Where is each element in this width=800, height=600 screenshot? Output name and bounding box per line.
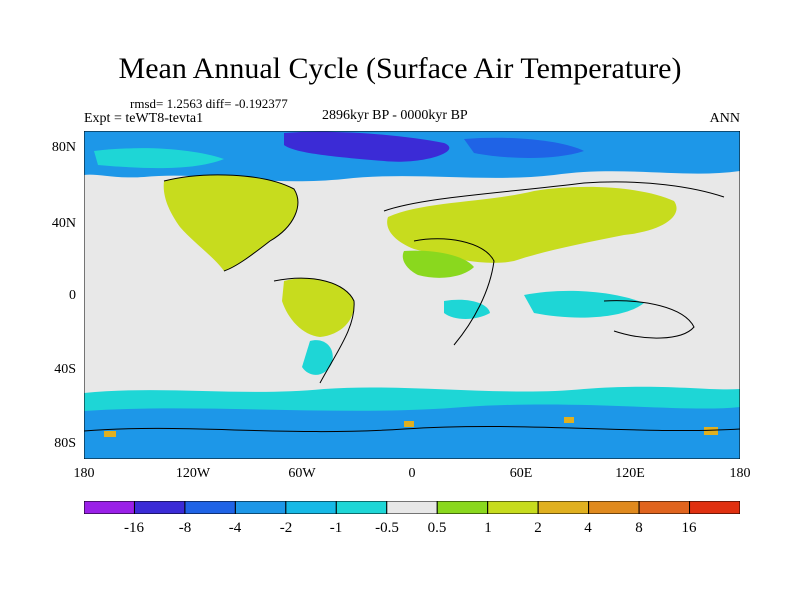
experiment-label: Expt = teWT8-tevta1 bbox=[84, 111, 204, 126]
colorbar bbox=[84, 501, 740, 514]
rmsd-diff-stats: rmsd= 1.2563 diff= -0.192377 bbox=[130, 96, 288, 111]
colorbar-label: -0.5 bbox=[375, 520, 399, 536]
colorbar-swatch bbox=[537, 501, 590, 514]
x-tick-60w: 60W bbox=[288, 466, 316, 481]
colorbar-swatch bbox=[588, 501, 640, 514]
colorbar-label: -1 bbox=[329, 520, 343, 536]
colorbar-swatch bbox=[133, 501, 186, 514]
y-tick-80s: 80S bbox=[54, 436, 76, 451]
colorbar-swatch bbox=[386, 501, 438, 514]
south-america-cool bbox=[302, 340, 333, 375]
colorbar-label: 2 bbox=[534, 520, 542, 536]
colorbar-label: 4 bbox=[584, 520, 592, 536]
colorbar-swatch bbox=[487, 501, 539, 514]
colorbar-swatch bbox=[84, 501, 135, 514]
anomaly-map bbox=[84, 131, 740, 459]
arctic-cold-east bbox=[464, 137, 584, 158]
y-tick-80n: 80N bbox=[51, 140, 76, 155]
x-tick-60e: 60E bbox=[509, 466, 533, 481]
colorbar-swatch bbox=[638, 501, 691, 514]
colorbar-label: 1 bbox=[484, 520, 492, 536]
colorbar-label: 8 bbox=[635, 520, 643, 536]
y-tick-40s: 40S bbox=[54, 362, 76, 377]
plot-title: Mean Annual Cycle (Surface Air Temperatu… bbox=[118, 52, 682, 85]
colorbar-label: -4 bbox=[228, 520, 242, 536]
x-tick-180-left: 180 bbox=[73, 466, 95, 481]
pacific-cool-patch bbox=[524, 290, 644, 318]
colorbar-label: -8 bbox=[178, 520, 192, 536]
colorbar-swatch bbox=[335, 501, 388, 514]
x-tick-120w: 120W bbox=[175, 466, 211, 481]
north-america-warm bbox=[163, 174, 298, 271]
antarctic-cool-band bbox=[84, 404, 740, 459]
y-tick-0: 0 bbox=[69, 288, 76, 303]
africa-warm bbox=[402, 250, 474, 278]
period-label: 2896kyr BP - 0000kyr BP bbox=[322, 108, 468, 123]
antarctic-warm-spots bbox=[104, 417, 718, 437]
south-america-warm bbox=[282, 278, 355, 337]
arctic-cyan-patch bbox=[94, 148, 224, 169]
colorbar-label: -16 bbox=[124, 520, 144, 536]
colorbar-swatch bbox=[285, 501, 337, 514]
x-tick-0: 0 bbox=[408, 466, 416, 481]
colorbar-swatch bbox=[436, 501, 489, 514]
colorbar-swatch bbox=[689, 501, 740, 514]
colorbar-swatch bbox=[234, 501, 287, 514]
y-tick-40n: 40N bbox=[51, 216, 76, 231]
colorbar-label: -2 bbox=[279, 520, 293, 536]
colorbar-label: 0.5 bbox=[427, 520, 447, 536]
arctic-cold-core bbox=[284, 131, 450, 162]
x-tick-120e: 120E bbox=[615, 466, 645, 481]
indian-cool-patch bbox=[444, 299, 490, 319]
x-tick-180-right: 180 bbox=[729, 466, 751, 481]
season-label: ANN bbox=[709, 111, 740, 126]
colorbar-label: 16 bbox=[681, 520, 697, 536]
colorbar-swatch bbox=[184, 501, 236, 514]
coastlines bbox=[84, 174, 740, 433]
eurasia-warm bbox=[387, 186, 677, 263]
